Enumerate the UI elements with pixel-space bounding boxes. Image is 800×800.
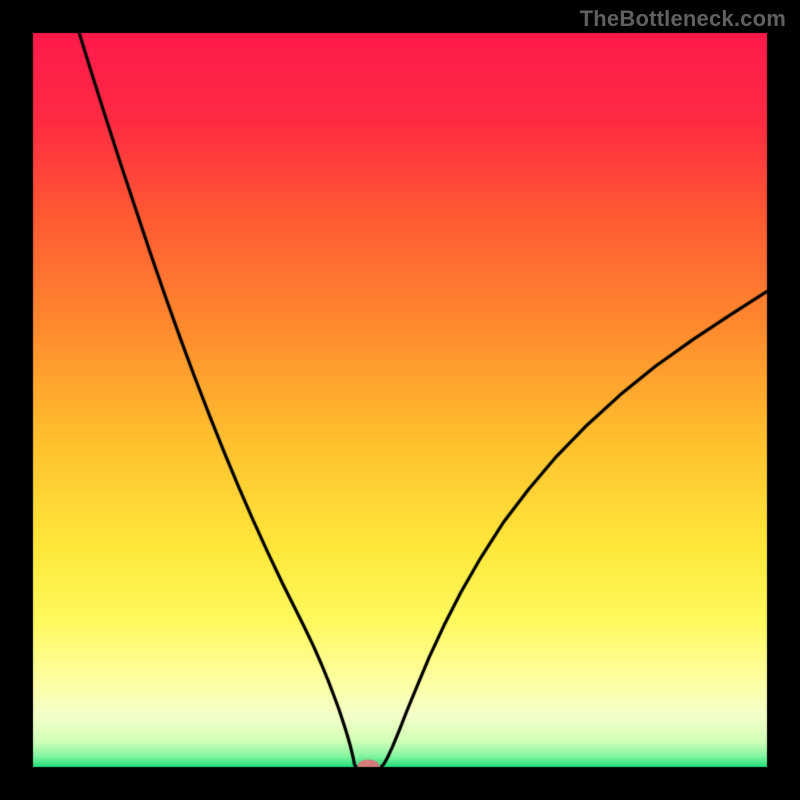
- bottleneck-chart: [0, 0, 800, 800]
- watermark-text: TheBottleneck.com: [580, 6, 786, 32]
